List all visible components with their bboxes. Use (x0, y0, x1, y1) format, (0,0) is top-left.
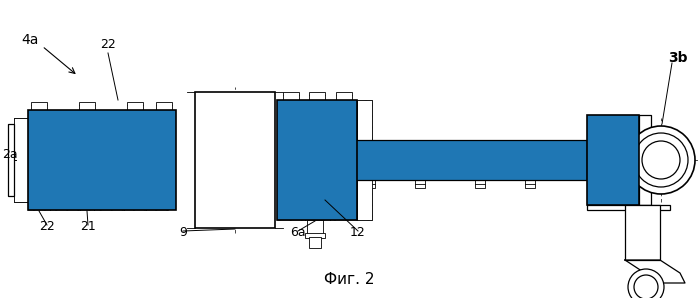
Text: 4a: 4a (21, 33, 38, 47)
Bar (94, 194, 124, 210)
Text: 21: 21 (80, 220, 96, 233)
Bar (305, 233, 325, 238)
Bar (94, 110, 124, 126)
Text: 2a: 2a (2, 148, 17, 162)
Bar (330, 185, 345, 196)
Text: 3b: 3b (668, 51, 688, 65)
Bar (639, 115, 651, 205)
Bar (277, 100, 357, 220)
Bar (318, 140, 587, 180)
Bar (307, 220, 323, 234)
Bar (357, 100, 372, 220)
Bar (639, 172, 651, 205)
Bar (318, 172, 587, 180)
Circle shape (628, 269, 664, 298)
Bar (80, 118, 94, 202)
Bar (319, 148, 586, 172)
Bar (80, 110, 94, 210)
Bar (321, 195, 329, 200)
Bar (8, 124, 14, 196)
Text: 22: 22 (39, 220, 55, 233)
Circle shape (642, 141, 680, 179)
Bar (318, 182, 332, 196)
Bar (28, 110, 50, 210)
Bar (587, 115, 639, 148)
Bar (587, 115, 639, 205)
Bar (195, 92, 275, 228)
Bar (305, 138, 330, 182)
Circle shape (627, 126, 695, 194)
Bar (475, 180, 485, 188)
Bar (50, 194, 80, 210)
Bar (627, 148, 651, 172)
Bar (283, 92, 299, 100)
Bar (8, 124, 14, 196)
Circle shape (332, 188, 338, 194)
Circle shape (634, 275, 658, 298)
Bar (31, 102, 47, 110)
Text: 12: 12 (350, 226, 366, 239)
Polygon shape (625, 260, 685, 283)
Bar (124, 110, 146, 210)
Bar (318, 140, 587, 148)
Bar (305, 204, 330, 220)
Text: 22: 22 (100, 38, 116, 51)
Bar (14, 118, 28, 202)
Bar (588, 148, 638, 172)
Bar (305, 100, 330, 116)
Text: Фиг. 2: Фиг. 2 (324, 272, 374, 288)
Bar (94, 140, 124, 180)
Bar (357, 100, 372, 148)
Bar (330, 100, 357, 220)
Circle shape (634, 133, 688, 187)
Bar (309, 237, 321, 248)
Circle shape (322, 187, 328, 193)
Bar (146, 110, 168, 210)
Bar (14, 118, 28, 202)
Bar (79, 102, 95, 110)
Bar (28, 142, 176, 178)
Bar (625, 205, 660, 260)
Bar (277, 100, 305, 220)
Bar (156, 102, 172, 110)
Bar (587, 205, 670, 210)
Bar (587, 172, 639, 205)
Bar (415, 180, 425, 188)
Bar (278, 142, 356, 178)
Bar (336, 92, 352, 100)
Text: 6a: 6a (290, 226, 306, 239)
Bar (357, 172, 372, 220)
Bar (309, 92, 325, 100)
Bar (50, 110, 80, 126)
Bar (50, 140, 80, 180)
Bar (365, 180, 375, 188)
Bar (28, 110, 176, 210)
Bar (639, 115, 651, 148)
Text: 9: 9 (179, 226, 187, 239)
Bar (525, 180, 535, 188)
Bar (127, 102, 143, 110)
